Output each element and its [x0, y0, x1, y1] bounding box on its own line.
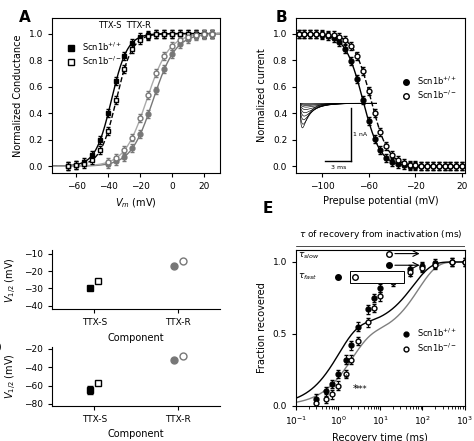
Text: D: D [0, 341, 1, 356]
Text: ***: *** [356, 385, 367, 394]
Y-axis label: $V_{1/2}$ (mV): $V_{1/2}$ (mV) [3, 257, 18, 303]
X-axis label: Recovery time (ms): Recovery time (ms) [332, 433, 428, 441]
Y-axis label: Normalized Conductance: Normalized Conductance [13, 34, 23, 157]
Y-axis label: $V_{1/2}$ (mV): $V_{1/2}$ (mV) [3, 354, 18, 399]
X-axis label: $V_m$ (mV): $V_m$ (mV) [116, 196, 157, 210]
Y-axis label: Fraction recovered: Fraction recovered [257, 283, 267, 374]
Legend: Scn1b$^{+/+}$, Scn1b$^{-/-}$: Scn1b$^{+/+}$, Scn1b$^{-/-}$ [60, 37, 126, 71]
X-axis label: Component: Component [108, 333, 164, 343]
Legend: Scn1b$^{+/+}$, Scn1b$^{-/-}$: Scn1b$^{+/+}$, Scn1b$^{-/-}$ [394, 71, 460, 104]
Text: A: A [18, 10, 30, 25]
Text: TTX-S  TTX-R: TTX-S TTX-R [98, 21, 150, 30]
Y-axis label: Normalized current: Normalized current [257, 49, 267, 142]
X-axis label: Component: Component [108, 429, 164, 439]
Text: *: * [343, 374, 348, 384]
X-axis label: Prepulse potential (mV): Prepulse potential (mV) [322, 196, 438, 206]
Text: E: E [263, 201, 273, 216]
Text: B: B [276, 10, 288, 25]
Legend: Scn1b$^{+/+}$, Scn1b$^{-/-}$: Scn1b$^{+/+}$, Scn1b$^{-/-}$ [394, 324, 460, 358]
Text: *: * [353, 384, 357, 394]
